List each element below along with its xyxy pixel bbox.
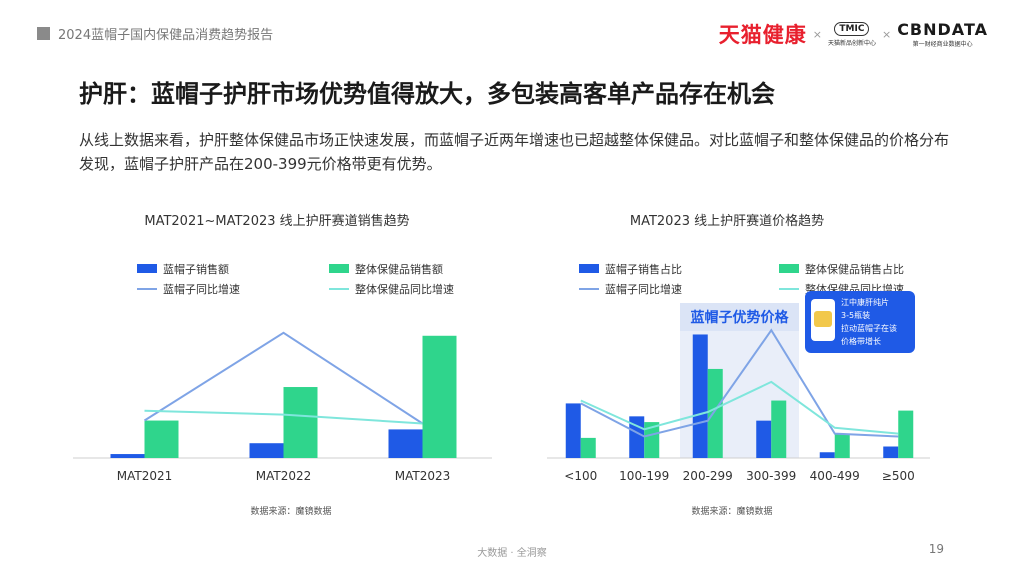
x-tick-label: MAT2021 <box>117 469 173 483</box>
series-line-overall-growth <box>144 409 423 425</box>
legend-swatch-bar <box>579 264 599 273</box>
legend-label: 蓝帽子同比增速 <box>605 282 682 296</box>
bar-overall <box>644 422 660 458</box>
annotation-text: 江中康肝纯片 <box>841 297 889 307</box>
bar-lanmaozi <box>756 420 772 458</box>
bar-lanmaozi <box>819 452 835 458</box>
chart-title: MAT2023 线上护肝赛道价格趋势 <box>630 213 824 229</box>
bar-overall <box>771 400 787 458</box>
page-number: 19 <box>928 542 944 556</box>
legend-label: 整体保健品销售额 <box>355 262 443 276</box>
legend-label: 蓝帽子同比增速 <box>163 282 240 296</box>
series-line-lanmaozi-growth <box>580 328 899 438</box>
source-note: 数据来源：魔镜数据 <box>250 505 331 517</box>
tmic-logo-mark: TMIC <box>834 21 870 36</box>
report-title: 2024蓝帽子国内保健品消费趋势报告 <box>58 27 274 43</box>
bar-lanmaozi <box>249 443 284 458</box>
x-tick-label: <100 <box>564 469 597 483</box>
annotation-text: 拉动蓝帽子在该 <box>841 323 897 333</box>
highlight-label: 蓝帽子优势价格 <box>691 309 790 326</box>
legend-label: 蓝帽子销售占比 <box>605 262 682 276</box>
series-line-overall-growth <box>580 380 899 435</box>
cbndata-logo-mark: CBNDATA <box>897 19 988 39</box>
annotation-text: 3-5瓶装 <box>841 310 870 320</box>
logo-bar: 天猫健康 × TMIC 天猫新品创新中心 × CBNDATA 第一财经商业数据中… <box>719 18 988 50</box>
bar-overall <box>898 410 914 458</box>
page-description: 从线上数据来看，护肝整体保健品市场正快速发展，而蓝帽子近两年增速也已超越整体保健… <box>79 131 950 173</box>
cbndata-logo-subtitle: 第一财经商业数据中心 <box>912 40 973 48</box>
x-tick-label: ≥500 <box>882 469 915 483</box>
logo-separator: × <box>812 27 822 41</box>
chart-title: MAT2021~MAT2023 线上护肝赛道销售趋势 <box>144 213 409 229</box>
bar-lanmaozi <box>883 446 899 458</box>
page-title: 护肝：蓝帽子护肝市场优势值得放大，多包装高客单产品存在机会 <box>79 80 775 108</box>
legend-label: 整体保健品同比增速 <box>355 282 454 296</box>
tmic-logo-subtitle: 天猫新品创新中心 <box>827 39 876 47</box>
bar-overall <box>422 335 457 458</box>
product-label-icon <box>814 311 832 327</box>
x-tick-label: MAT2022 <box>256 469 312 483</box>
bar-overall <box>580 437 596 458</box>
x-tick-label: 200-299 <box>683 469 733 483</box>
header-square-icon <box>37 26 50 40</box>
footer-slogan: 大数据 · 全洞察 <box>477 548 547 559</box>
x-tick-label: 300-399 <box>746 469 796 483</box>
tmic-logo: TMIC 天猫新品创新中心 <box>827 21 876 47</box>
legend-swatch-bar <box>137 264 157 273</box>
bar-lanmaozi <box>692 334 708 458</box>
tmall-health-logo: 天猫健康 <box>718 23 807 47</box>
legend-swatch-bar <box>779 264 799 273</box>
source-note: 数据来源：魔镜数据 <box>691 505 772 517</box>
bar-lanmaozi <box>565 403 581 458</box>
logo-separator: × <box>881 27 892 41</box>
legend-label: 蓝帽子销售额 <box>163 262 229 276</box>
annotation-text: 价格带增长 <box>841 336 881 346</box>
bar-overall <box>834 433 850 458</box>
legend-swatch-bar <box>329 264 349 273</box>
series-line-lanmaozi-growth <box>143 331 424 425</box>
highlight-label-bg <box>680 303 799 331</box>
x-tick-label: MAT2023 <box>395 469 451 483</box>
bar-lanmaozi <box>388 429 423 458</box>
bar-lanmaozi <box>110 454 145 458</box>
x-tick-label: 100-199 <box>619 469 669 483</box>
legend-label: 整体保健品销售占比 <box>805 262 904 276</box>
x-tick-label: 400-499 <box>810 469 860 483</box>
bar-overall <box>283 387 318 458</box>
bar-overall <box>144 420 179 458</box>
bar-overall <box>707 368 723 458</box>
report-header: 2024蓝帽子国内保健品消费趋势报告 <box>37 22 273 44</box>
cbndata-logo: CBNDATA 第一财经商业数据中心 <box>897 19 988 48</box>
